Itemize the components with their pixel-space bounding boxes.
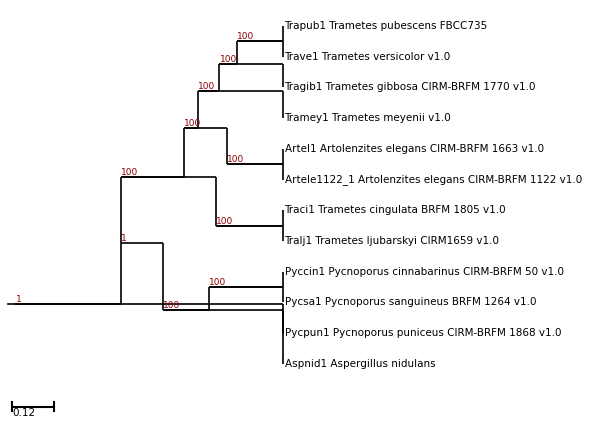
Text: 100: 100	[237, 32, 254, 41]
Text: 100: 100	[163, 301, 180, 310]
Text: Artele1122_1 Artolenzites elegans CIRM-BRFM 1122 v1.0: Artele1122_1 Artolenzites elegans CIRM-B…	[284, 174, 582, 185]
Text: 100: 100	[216, 217, 233, 225]
Text: Pyccin1 Pycnoporus cinnabarinus CIRM-BRFM 50 v1.0: Pyccin1 Pycnoporus cinnabarinus CIRM-BRF…	[284, 267, 563, 277]
Text: Tragib1 Trametes gibbosa CIRM-BRFM 1770 v1.0: Tragib1 Trametes gibbosa CIRM-BRFM 1770 …	[284, 82, 536, 92]
Text: Trapub1 Trametes pubescens FBCC735: Trapub1 Trametes pubescens FBCC735	[284, 21, 488, 31]
Text: Aspnid1 Aspergillus nidulans: Aspnid1 Aspergillus nidulans	[284, 359, 435, 369]
Text: 100: 100	[198, 82, 215, 91]
Text: 100: 100	[121, 168, 138, 177]
Text: Tramey1 Trametes meyenii v1.0: Tramey1 Trametes meyenii v1.0	[284, 113, 451, 123]
Text: Pycpun1 Pycnoporus puniceus CIRM-BRFM 1868 v1.0: Pycpun1 Pycnoporus puniceus CIRM-BRFM 18…	[284, 328, 561, 338]
Text: 100: 100	[209, 278, 226, 287]
Text: 100: 100	[226, 155, 244, 164]
Text: 100: 100	[220, 55, 237, 65]
Text: 0.12: 0.12	[12, 408, 35, 418]
Text: Tralj1 Trametes ljubarskyi CIRM1659 v1.0: Tralj1 Trametes ljubarskyi CIRM1659 v1.0	[284, 236, 500, 246]
Text: 1: 1	[121, 234, 126, 244]
Text: 1: 1	[16, 295, 21, 304]
Text: Pycsa1 Pycnoporus sanguineus BRFM 1264 v1.0: Pycsa1 Pycnoporus sanguineus BRFM 1264 v…	[284, 297, 536, 307]
Text: Trave1 Trametes versicolor v1.0: Trave1 Trametes versicolor v1.0	[284, 52, 451, 62]
Text: 100: 100	[185, 119, 201, 128]
Text: Traci1 Trametes cingulata BRFM 1805 v1.0: Traci1 Trametes cingulata BRFM 1805 v1.0	[284, 205, 506, 215]
Text: Artel1 Artolenzites elegans CIRM-BRFM 1663 v1.0: Artel1 Artolenzites elegans CIRM-BRFM 16…	[284, 144, 544, 154]
